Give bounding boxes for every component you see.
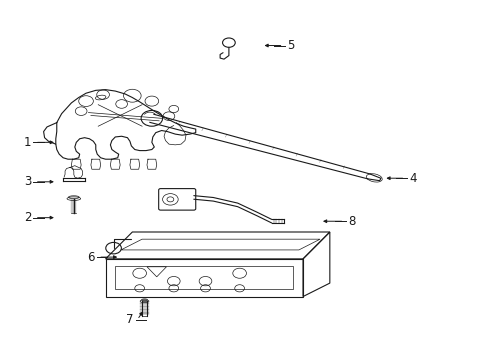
Text: 4: 4 [408, 172, 416, 185]
Text: 5: 5 [286, 39, 294, 52]
Text: 6: 6 [87, 251, 95, 264]
Text: 3: 3 [24, 175, 31, 188]
Text: 1: 1 [24, 136, 31, 149]
Text: 2: 2 [24, 211, 31, 224]
Text: 8: 8 [347, 215, 355, 228]
Text: 7: 7 [126, 313, 133, 327]
